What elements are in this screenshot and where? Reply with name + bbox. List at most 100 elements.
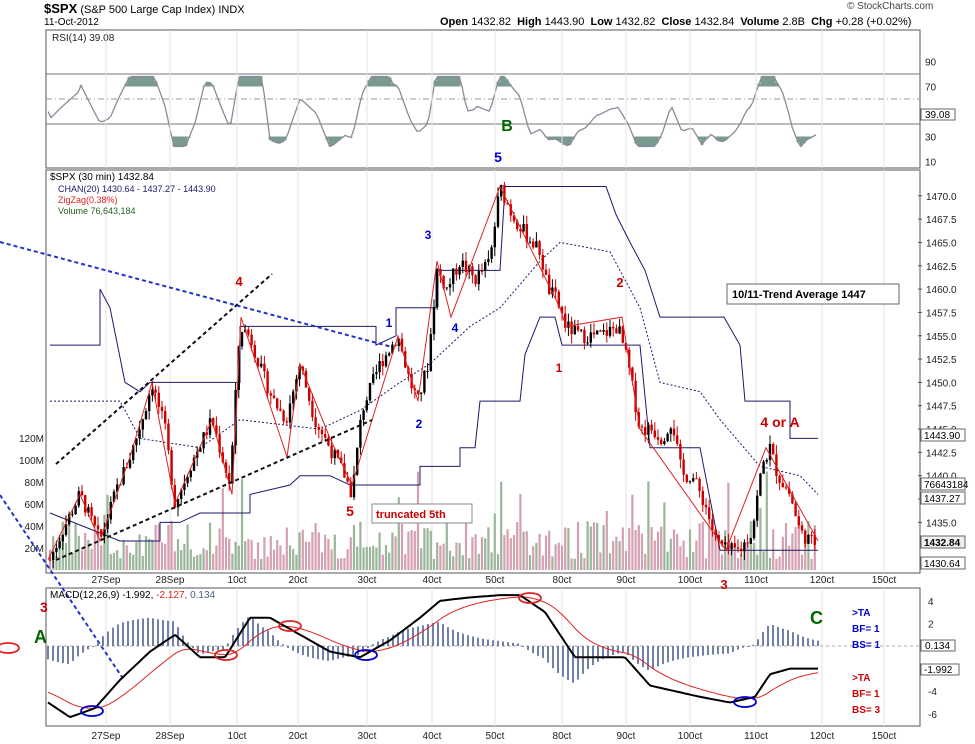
price-tick-label: 1460.0 [926,285,957,296]
volume-bar [343,558,346,570]
volume-bar [778,556,781,570]
volume-bar [336,558,340,570]
macd-hist-bar [627,646,629,656]
rsi-oversold-fill [331,136,335,146]
macd-hist-bar [817,640,819,646]
volume-bar [730,549,733,570]
price-bar-body [727,542,730,550]
price-bar-body [493,226,496,248]
rsi-oversold-fill [646,136,650,147]
volume-bar [474,534,477,570]
price-bar-body [624,342,628,350]
macd-hist-bar [347,646,349,657]
volume-bar [464,521,468,570]
volume-tick-label: 20M [25,544,44,555]
macd-hist-bar [477,637,479,646]
rsi-oversold-fill [325,136,329,140]
price-bar-body [173,485,176,508]
macd-hist-bar [567,646,569,681]
rsi-tick-label: 30 [925,133,937,144]
macd-hist-bar [522,646,524,647]
price-bar-body [452,268,455,285]
high-label: High [517,16,542,28]
price-bar-body [525,223,528,242]
rsi-oversold-fill [277,136,281,144]
volume-tick-label: 60M [25,500,44,511]
price-bar-body [269,393,272,396]
price-bar-body [528,241,532,243]
rsi-overbought-fill [445,76,449,87]
price-bar-body [708,507,711,520]
price-bar-body [324,434,327,438]
rsi-tick-label: 70 [925,83,937,94]
macd-hist-bar [552,646,554,669]
price-bar-body [215,425,218,435]
volume-bar [154,524,157,570]
x-axis-label: 90ct [617,575,636,586]
price-bar-body [608,326,612,336]
rsi-oversold-fill [556,136,560,141]
wave-label-sub1: 1 [556,361,563,375]
macd-hist-bar [422,625,424,646]
macd-tick-label: -6 [928,710,937,721]
truncated-5th-label: truncated 5th [376,509,446,521]
volume-bar [644,553,647,570]
price-bar-body [448,284,452,288]
low-value: 1432.82 [615,16,656,28]
rsi-tick-label: 10 [925,158,937,169]
price-bar-body [84,495,87,513]
volume-bar [327,538,330,570]
volume-bar [528,555,532,570]
price-bar-body [295,379,298,392]
macd-hist-bar [767,625,769,646]
volume-bar [340,558,343,570]
macd-hist-bar [457,631,459,646]
macd-hist-bar [807,638,809,646]
price-bar-body [176,498,180,508]
volume-bar [272,549,276,570]
price-bar-body [346,477,349,482]
price-bar-body [756,495,759,521]
macd-hist-bar [747,646,749,647]
price-bar-body [266,371,269,394]
price-bar-body [461,260,464,267]
volume-bar [685,556,688,570]
volume-bar [90,548,93,570]
price-bar-body [285,421,288,423]
volume-bar [212,553,215,570]
price-bar-body [512,215,516,222]
price-bar-body [87,507,90,513]
price-bar-body [391,344,394,354]
rsi-overbought-fill [391,83,395,87]
rsi-oversold-fill [547,136,551,140]
volume-bar [192,556,196,570]
x-axis-label-bottom: 120ct [810,731,835,742]
macd-hist-bar [672,646,674,661]
volume-bar [455,542,458,570]
macd-hist-bar [482,638,484,646]
price-bar-body [116,484,119,492]
volume-bar [484,538,487,570]
x-axis-label-bottom: 100ct [678,731,703,742]
macd-hist-bar [802,636,804,646]
rsi-overbought-fill [148,76,152,87]
macd-hist-bar [132,620,134,646]
volume-bar [391,532,394,570]
macd-hist-bar [492,640,494,646]
macd-hist-bar [812,639,814,646]
volume-bar [752,542,756,570]
volume-bar [388,552,391,570]
volume-bar [580,553,583,570]
volume-bar [509,538,512,570]
rsi-overbought-fill [241,76,245,87]
rsi-oversold-fill [634,136,638,144]
volume-bar [439,545,442,570]
price-bar-body [631,367,634,381]
macd-cross-ellipse [80,705,104,717]
macd-hist-bar [537,646,539,656]
chan-upper-badge-box [920,428,966,442]
chan-legend: CHAN(20) 1430.64 - 1437.27 - 1443.90 [58,184,216,194]
price-bar-body [672,428,676,436]
macd-hist-bar [162,620,164,646]
volume-bar [109,554,112,570]
